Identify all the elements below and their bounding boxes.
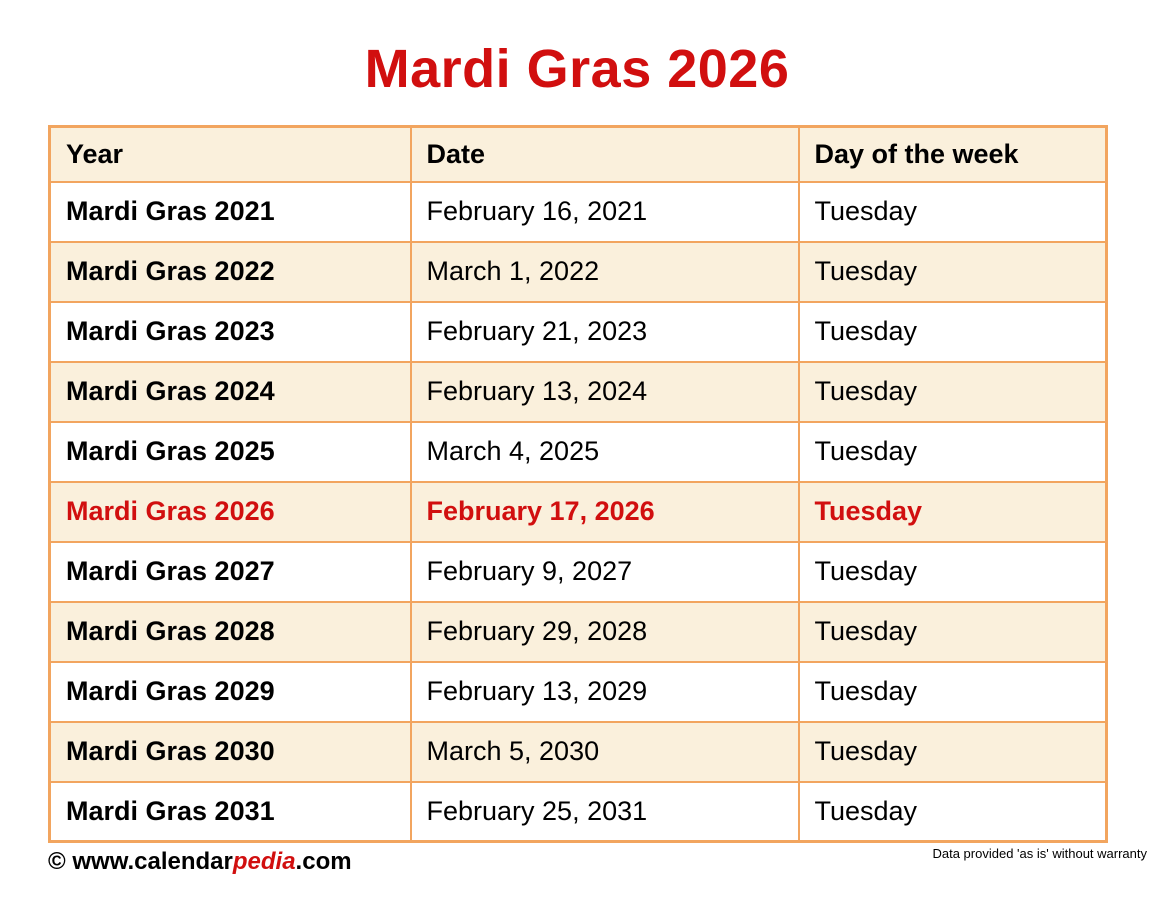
day-cell: Tuesday [797, 240, 1108, 303]
date-cell: February 13, 2029 [409, 660, 800, 723]
date-cell: February 17, 2026 [409, 480, 800, 543]
day-cell: Tuesday [797, 540, 1108, 603]
date-cell: February 25, 2031 [409, 780, 800, 843]
table-row: Mardi Gras 2024 February 13, 2024 Tuesday [48, 360, 1108, 423]
year-cell: Mardi Gras 2021 [48, 180, 412, 243]
day-cell: Tuesday [797, 480, 1108, 543]
year-cell: Mardi Gras 2026 [48, 480, 412, 543]
date-cell: February 16, 2021 [409, 180, 800, 243]
date-cell: February 13, 2024 [409, 360, 800, 423]
table-row: Mardi Gras 2031 February 25, 2031 Tuesday [48, 780, 1108, 843]
copyright-link[interactable]: © www.calendarpedia.com [48, 848, 352, 876]
column-header-date: Date [409, 125, 800, 183]
day-cell: Tuesday [797, 780, 1108, 843]
disclaimer-text: Data provided 'as is' without warranty [932, 846, 1147, 862]
date-cell: February 9, 2027 [409, 540, 800, 603]
year-cell: Mardi Gras 2023 [48, 300, 412, 363]
date-cell: March 5, 2030 [409, 720, 800, 783]
mardi-gras-table: Year Date Day of the week Mardi Gras 202… [48, 125, 1108, 844]
day-cell: Tuesday [797, 360, 1108, 423]
table-row: Mardi Gras 2027 February 9, 2027 Tuesday [48, 540, 1108, 603]
day-cell: Tuesday [797, 180, 1108, 243]
table-row: Mardi Gras 2029 February 13, 2029 Tuesday [48, 660, 1108, 723]
year-cell: Mardi Gras 2028 [48, 600, 412, 663]
column-header-year: Year [48, 125, 412, 183]
copyright-prefix: © www.calendar [48, 848, 233, 876]
table-row: Mardi Gras 2026 February 17, 2026 Tuesday [48, 480, 1108, 543]
footer: © www.calendarpedia.com Data provided 'a… [48, 845, 1147, 876]
date-cell: February 21, 2023 [409, 300, 800, 363]
page-title: Mardi Gras 2026 [364, 39, 790, 99]
copyright-accent: pedia [232, 848, 296, 876]
year-cell: Mardi Gras 2030 [48, 720, 412, 783]
date-cell: February 29, 2028 [409, 600, 800, 663]
table-row: Mardi Gras 2021 February 16, 2021 Tuesday [48, 180, 1108, 243]
year-cell: Mardi Gras 2031 [48, 780, 412, 843]
year-cell: Mardi Gras 2024 [48, 360, 412, 423]
header-row: Year Date Day of the week [48, 125, 1108, 183]
day-cell: Tuesday [797, 720, 1108, 783]
table-row: Mardi Gras 2023 February 21, 2023 Tuesday [48, 300, 1108, 363]
day-cell: Tuesday [797, 600, 1108, 663]
year-cell: Mardi Gras 2025 [48, 420, 412, 483]
table-row: Mardi Gras 2030 March 5, 2030 Tuesday [48, 720, 1108, 783]
table-row: Mardi Gras 2025 March 4, 2025 Tuesday [48, 420, 1108, 483]
day-cell: Tuesday [797, 660, 1108, 723]
date-cell: March 1, 2022 [409, 240, 800, 303]
table-row: Mardi Gras 2022 March 1, 2022 Tuesday [48, 240, 1108, 303]
date-cell: March 4, 2025 [409, 420, 800, 483]
year-cell: Mardi Gras 2029 [48, 660, 412, 723]
day-cell: Tuesday [797, 300, 1108, 363]
year-cell: Mardi Gras 2027 [48, 540, 412, 603]
copyright-suffix: .com [295, 848, 352, 876]
year-cell: Mardi Gras 2022 [48, 240, 412, 303]
column-header-day-of-week: Day of the week [797, 125, 1108, 183]
table-row: Mardi Gras 2028 February 29, 2028 Tuesday [48, 600, 1108, 663]
day-cell: Tuesday [797, 420, 1108, 483]
